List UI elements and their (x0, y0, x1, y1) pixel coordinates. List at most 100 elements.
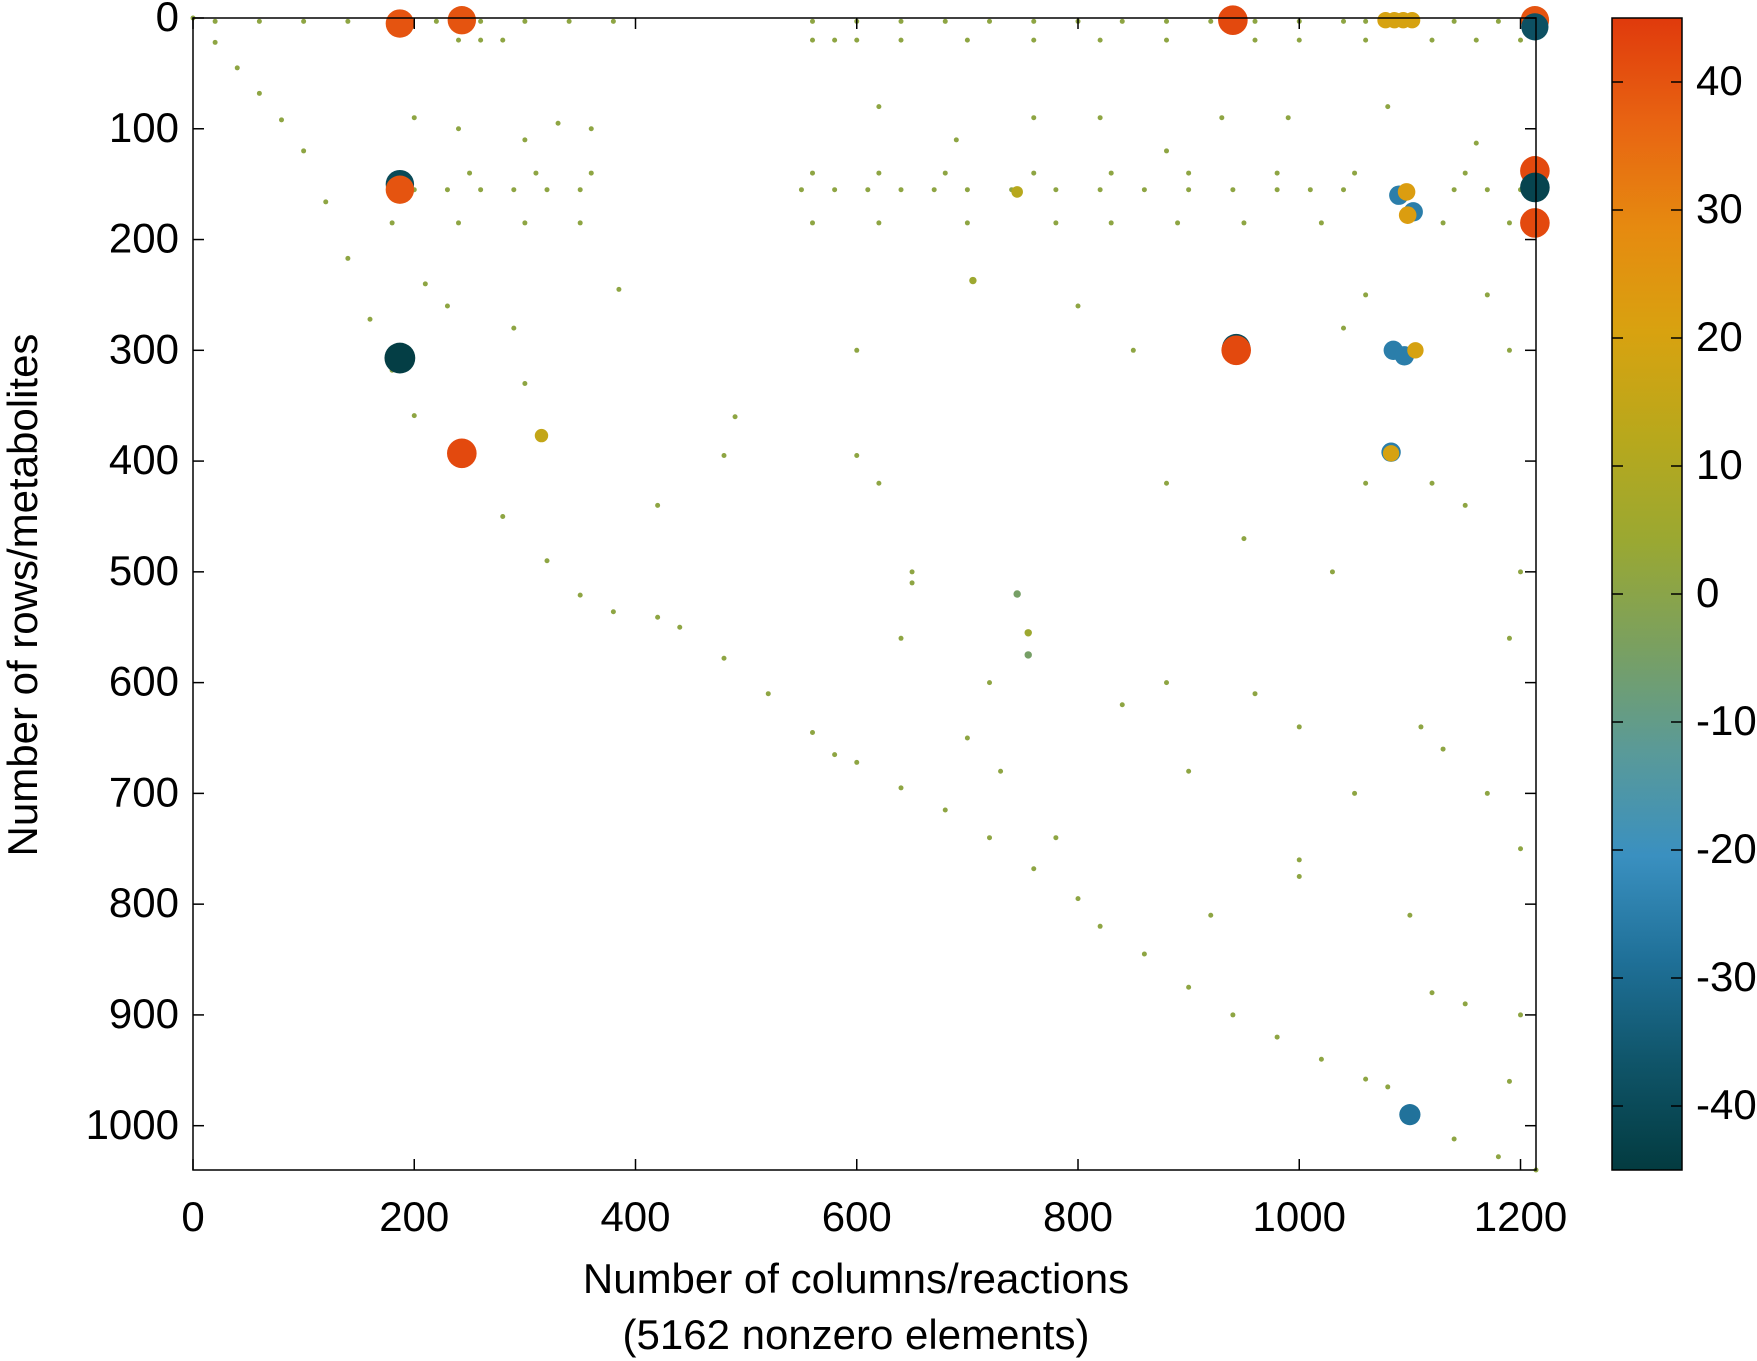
data-point (588, 170, 594, 176)
data-point (1053, 220, 1059, 226)
y-tick-label: 300 (109, 325, 179, 372)
data-point (1352, 790, 1358, 796)
data-point (810, 18, 816, 24)
data-point (832, 187, 838, 193)
data-point (478, 37, 484, 43)
data-point (898, 187, 904, 193)
data-point (1307, 187, 1313, 193)
data-point (832, 37, 838, 43)
data-point (854, 37, 860, 43)
data-point (1164, 37, 1170, 43)
data-point (1429, 990, 1435, 996)
data-point (854, 759, 860, 765)
data-point (385, 9, 415, 38)
data-point (555, 120, 561, 126)
colorbar-tick-label: -20 (1696, 825, 1757, 872)
data-point (511, 187, 517, 193)
data-point (953, 137, 959, 143)
colorbar-tick-label: -30 (1696, 953, 1757, 1000)
data-point (1318, 220, 1324, 226)
data-point (389, 220, 395, 226)
data-point (478, 187, 484, 193)
data-point (1363, 18, 1369, 24)
data-point (1341, 325, 1347, 331)
data-point (610, 18, 616, 24)
data-point (721, 655, 727, 661)
x-tick-label: 1200 (1474, 1193, 1567, 1240)
data-point (876, 220, 882, 226)
data-point (909, 580, 915, 586)
data-point (1252, 37, 1258, 43)
x-tick-label: 400 (600, 1193, 670, 1240)
data-point (1440, 746, 1446, 752)
data-point (865, 187, 871, 193)
data-point (345, 18, 351, 24)
data-point (942, 18, 948, 24)
data-point (444, 187, 450, 193)
data-point (1108, 220, 1114, 226)
data-point (1341, 18, 1347, 24)
y-tick-label: 600 (109, 658, 179, 705)
data-point (467, 170, 473, 176)
data-point (1399, 1104, 1421, 1126)
data-point (447, 6, 477, 35)
data-point (1484, 790, 1490, 796)
data-point (1506, 347, 1512, 353)
data-point (931, 187, 937, 193)
data-point (610, 609, 616, 615)
data-point (1462, 170, 1468, 176)
colorbar-tick-label: 0 (1696, 569, 1719, 616)
data-point (544, 558, 550, 564)
data-point (301, 148, 307, 154)
data-point (522, 137, 528, 143)
data-point (854, 453, 860, 459)
data-point (1285, 115, 1291, 121)
data-point (1473, 140, 1479, 146)
data-point (1521, 13, 1549, 41)
data-point (1506, 1078, 1512, 1084)
data-point (898, 635, 904, 641)
data-point (1241, 220, 1247, 226)
data-point (1484, 292, 1490, 298)
data-point (1164, 148, 1170, 154)
data-point (1252, 18, 1258, 24)
data-point (323, 199, 329, 205)
x-tick-label: 1000 (1253, 1193, 1346, 1240)
data-point (1252, 691, 1258, 697)
data-point (1352, 170, 1358, 176)
y-tick-label: 700 (109, 768, 179, 815)
data-point (444, 303, 450, 309)
data-point (1241, 536, 1247, 542)
data-point (345, 255, 351, 261)
x-axis-sublabel: (5162 nonzero elements) (623, 1311, 1090, 1358)
data-point (212, 39, 218, 45)
data-point (1108, 170, 1114, 176)
data-point (1451, 1136, 1457, 1142)
data-point (544, 187, 550, 193)
data-point (898, 785, 904, 791)
data-point (1397, 183, 1416, 201)
data-point (1164, 480, 1170, 486)
colorbar-tick-label: 20 (1696, 313, 1743, 360)
data-point (810, 170, 816, 176)
data-point (456, 37, 462, 43)
data-point (1451, 187, 1457, 193)
x-tick-label: 800 (1043, 1193, 1113, 1240)
data-point (1506, 635, 1512, 641)
data-point (1175, 220, 1181, 226)
data-point (1274, 170, 1280, 176)
colorbar-tick-label: -10 (1696, 697, 1757, 744)
colorbar-tick-label: -40 (1696, 1081, 1757, 1128)
data-point (964, 37, 970, 43)
data-point (1403, 12, 1421, 29)
data-point (998, 768, 1004, 774)
data-point (1329, 569, 1335, 575)
data-point (1097, 115, 1103, 121)
data-point (1024, 651, 1032, 659)
data-point (1363, 1076, 1369, 1082)
data-point (456, 220, 462, 226)
data-point (522, 381, 528, 387)
data-point (433, 18, 439, 24)
colorbar (1611, 17, 1683, 1171)
